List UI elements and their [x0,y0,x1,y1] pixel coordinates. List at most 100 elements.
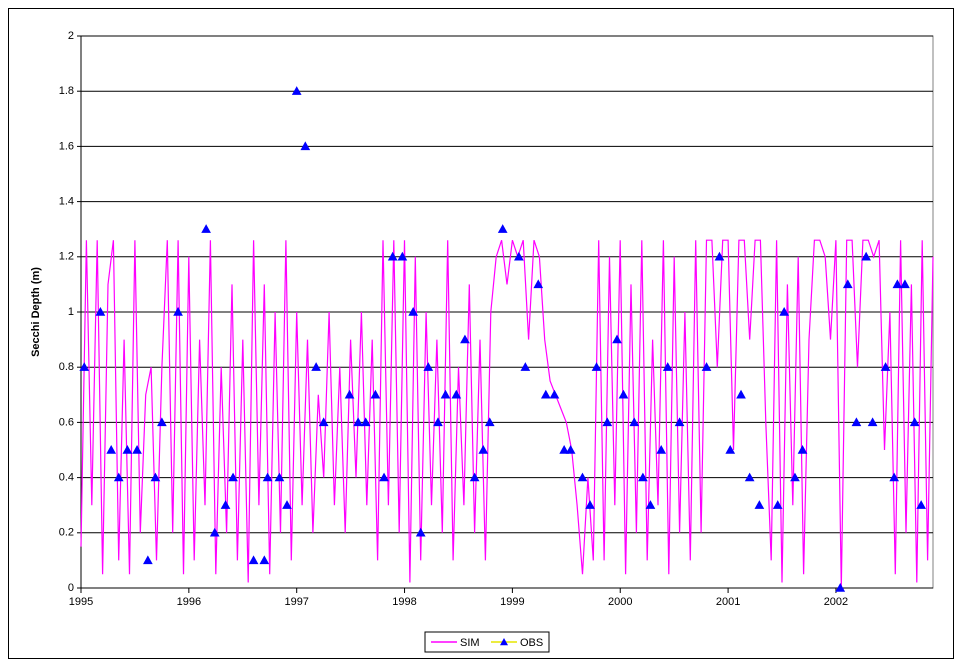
legend-swatch [500,638,508,646]
obs-marker [311,362,321,371]
obs-marker [835,582,846,592]
legend-label: OBS [520,637,543,649]
obs-marker [113,472,124,482]
x-tick-label: 1995 [69,596,93,608]
obs-marker [484,417,495,427]
obs-marker [318,417,329,427]
obs-marker [602,417,613,427]
obs-marker [790,472,800,482]
obs-marker [433,417,443,427]
obs-marker [451,389,462,399]
obs-marker [744,472,755,482]
obs-marker [662,362,673,371]
obs-marker [861,251,871,261]
x-tick-label: 2001 [716,596,740,608]
obs-marker [725,444,736,454]
obs-marker [228,472,238,482]
obs-marker [262,472,273,482]
y-tick-label: 1.8 [59,85,74,97]
obs-marker [478,444,489,454]
y-tick-label: 1.2 [59,251,74,263]
obs-marker [638,472,648,482]
obs-marker [387,251,398,261]
obs-marker [772,500,783,509]
y-tick-label: 1.4 [59,196,74,208]
obs-marker [754,500,765,509]
obs-marker [714,251,725,261]
obs-marker [259,555,270,565]
y-tick-label: 0.2 [59,527,74,539]
y-tick-label: 1.6 [59,140,74,152]
x-tick-label: 1999 [500,596,524,608]
obs-marker [415,527,426,537]
obs-marker [95,306,106,316]
obs-marker [379,472,389,482]
legend-box [424,631,550,653]
obs-marker [916,500,926,509]
obs-marker [201,224,211,233]
obs-marker [559,444,570,454]
obs-marker [736,389,746,399]
obs-marker [132,444,142,454]
obs-marker [397,251,408,261]
obs-marker [674,417,685,427]
obs-marker [520,362,531,371]
obs-marker [618,389,629,399]
obs-marker [344,389,355,399]
x-tick-label: 1996 [177,596,201,608]
legend-label: SIM [460,637,480,649]
obs-marker [656,444,667,454]
x-tick-label: 1997 [284,596,308,608]
obs-marker [565,444,576,454]
obs-marker [867,417,878,427]
y-tick-label: 0.4 [59,472,74,484]
obs-marker [889,472,900,482]
obs-marker [645,500,656,509]
obs-marker [585,500,595,509]
obs-marker [157,417,167,427]
obs-marker [106,444,117,454]
y-tick-label: 0 [68,582,74,594]
obs-marker [150,472,161,482]
y-axis-label: Secchi Depth (m) [30,267,42,357]
obs-marker [612,334,622,344]
obs-marker [79,362,90,371]
obs-marker [701,362,712,371]
obs-marker [549,389,560,399]
obs-marker [460,334,470,344]
obs-marker [779,306,790,316]
obs-marker [143,555,153,565]
x-tick-label: 1998 [392,596,416,608]
obs-marker [892,279,903,289]
obs-marker [209,527,220,537]
obs-marker [353,417,364,427]
obs-marker [514,251,524,261]
obs-marker [577,472,588,482]
obs-marker [220,500,231,509]
y-tick-label: 0.6 [59,416,74,428]
obs-marker [533,279,544,289]
obs-marker [797,444,808,454]
x-tick-label: 2002 [824,596,848,608]
obs-marker [469,472,480,482]
obs-marker [274,472,285,482]
obs-marker [370,389,381,399]
obs-marker [408,306,419,316]
obs-marker [629,417,640,427]
y-tick-label: 0.8 [59,361,74,373]
obs-marker [540,389,551,399]
obs-marker [300,141,311,151]
obs-marker [423,362,434,371]
obs-marker [122,444,133,454]
obs-marker [248,555,259,565]
obs-marker [440,389,451,399]
obs-marker [842,279,853,289]
obs-marker [497,224,508,233]
obs-marker [173,306,183,316]
obs-marker [291,86,302,95]
y-tick-label: 2 [68,30,74,42]
obs-marker [880,362,891,371]
sim-line [80,239,934,589]
obs-marker [909,417,920,427]
